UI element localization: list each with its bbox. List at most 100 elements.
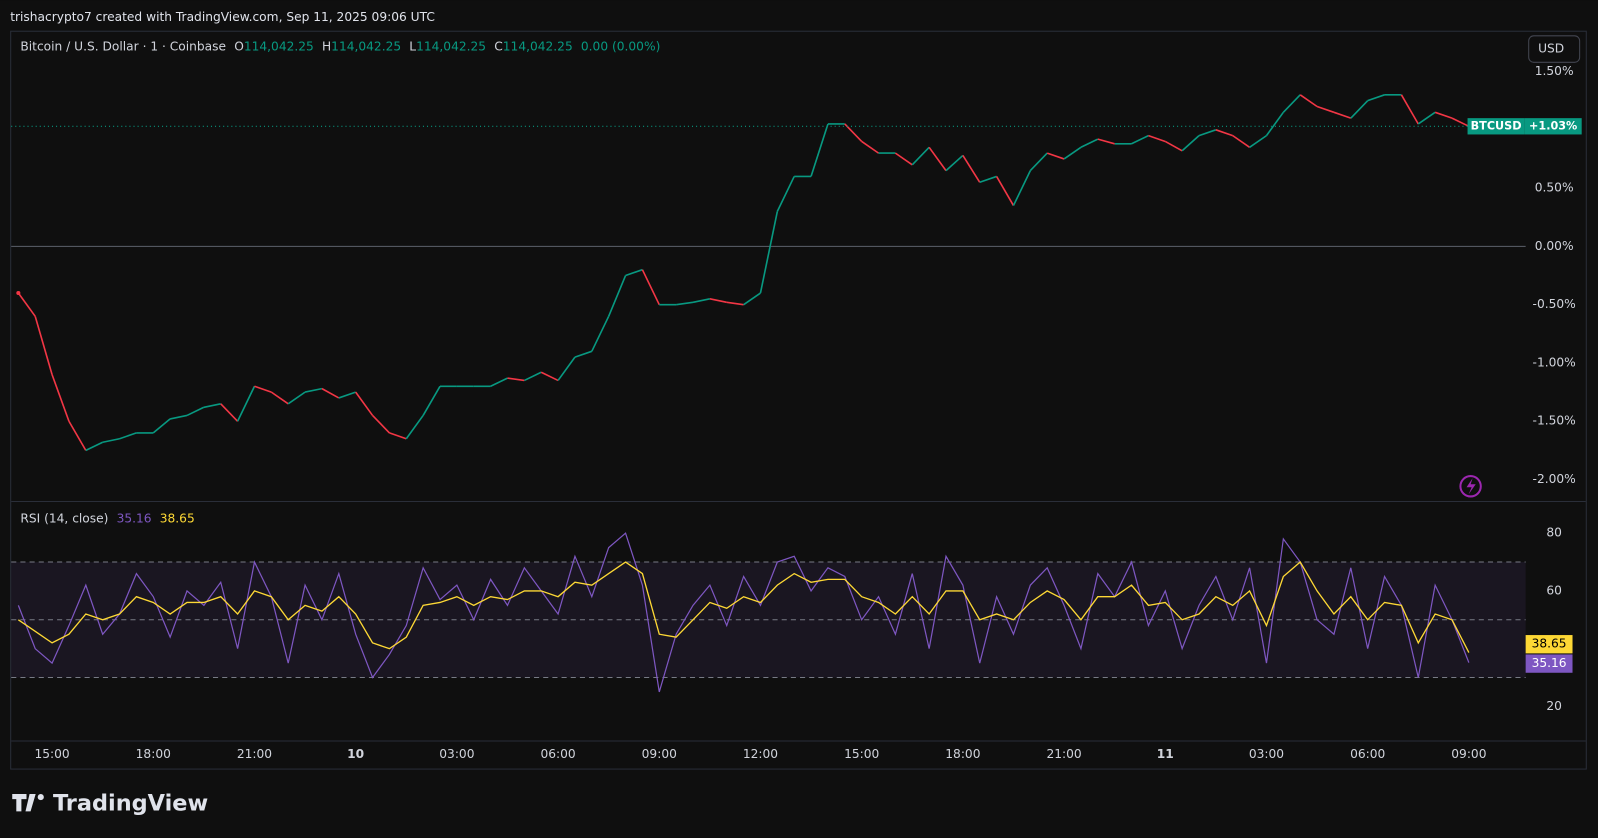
ohlc-key: L (409, 40, 416, 54)
price-segment (1434, 111, 1453, 119)
price-segment (523, 371, 542, 382)
price-segment (726, 301, 744, 306)
brand-name: TradingView (53, 791, 208, 817)
x-tick-label: 12:00 (743, 747, 778, 761)
rsi-legend-value: 35.16 (117, 511, 152, 525)
price-segment (355, 391, 374, 416)
price-segment (17, 292, 36, 317)
price-segment (1148, 134, 1166, 143)
rsi-line (17, 561, 1470, 653)
price-segment (152, 418, 171, 434)
price-segment (1265, 111, 1285, 137)
price-segment (676, 301, 694, 306)
y-tick-label: -2.00% (1533, 472, 1576, 486)
x-tick-label: 10 (347, 747, 364, 761)
price-segment (743, 292, 761, 306)
currency-label: USD (1538, 42, 1564, 56)
x-tick-label: 21:00 (237, 747, 272, 761)
price-segment (692, 298, 711, 304)
y-tick-label: 1.50% (1535, 64, 1574, 78)
symbol-tag-text: BTCUSD (1471, 119, 1522, 132)
credit: trishacrypto7 created with TradingView.c… (10, 10, 435, 24)
price-segment (1029, 152, 1048, 172)
price-segment (641, 269, 661, 306)
price-segment (1215, 129, 1234, 137)
price-segment (1282, 94, 1301, 113)
symbol: Bitcoin / U.S. Dollar · 1 · Coinbase (20, 40, 226, 54)
price-segment (389, 432, 407, 440)
price-segment (371, 414, 390, 434)
y-tick-label: 0.50% (1535, 181, 1574, 195)
price-segment (85, 441, 104, 452)
ohlc-value: 114,042.25 (331, 40, 401, 54)
price-segment (169, 414, 188, 420)
x-tick-label: 03:00 (1249, 747, 1284, 761)
ohlc-key: O (234, 40, 244, 54)
x-tick-label: 09:00 (1451, 747, 1486, 761)
price-segment (709, 298, 727, 304)
price-segment (945, 154, 964, 172)
y-tick-label: -1.50% (1533, 414, 1576, 428)
price-segment (1299, 94, 1318, 108)
x-tick-label: 06:00 (540, 747, 575, 761)
price-segment (34, 316, 53, 375)
price-segment (338, 391, 356, 399)
price-segment (1417, 111, 1436, 125)
price-segment (1131, 134, 1149, 145)
chart-frame (10, 30, 1587, 770)
price-legend: Bitcoin / U.S. Dollar · 1 · Coinbase (20, 40, 226, 54)
price-segment (1181, 135, 1200, 152)
price-segment (540, 371, 559, 382)
price-segment (1164, 140, 1183, 152)
last-value-tag (1524, 118, 1582, 135)
price-segment (776, 176, 795, 212)
price-segment (102, 437, 120, 444)
brand-logo: TradingView (12, 791, 208, 817)
price-segment (844, 123, 863, 143)
price-segment (1063, 146, 1082, 160)
x-tick-label: 21:00 (1046, 747, 1081, 761)
price-segment (625, 268, 643, 277)
x-tick-label: 18:00 (136, 747, 171, 761)
price-segment (928, 146, 947, 172)
symbol-tag (1467, 118, 1525, 135)
logo-mark (12, 794, 36, 812)
y-tick-label: 60 (1546, 583, 1562, 597)
rsi-line (17, 532, 1470, 693)
price-segment (186, 406, 205, 417)
rsi-legend-value: 38.65 (160, 511, 195, 525)
ohlc-value: 114,042.25 (503, 40, 573, 54)
currency-button[interactable] (1528, 35, 1581, 63)
price-segment (254, 385, 272, 393)
price-segment (304, 387, 323, 393)
rsi-value-label: 35.16 (1532, 656, 1567, 670)
price-segment (51, 374, 70, 422)
price-segment (1249, 134, 1267, 148)
alert-icon[interactable] (1459, 475, 1482, 498)
price-segment (220, 403, 239, 422)
ohlc-key: C (494, 40, 503, 54)
price-segment (574, 350, 593, 358)
price-segment (68, 420, 87, 451)
rsi-value-tag (1525, 654, 1573, 673)
price-segment (490, 377, 508, 388)
ohlc-change: 0.00 (0.00%) (581, 40, 660, 54)
price-segment (557, 356, 576, 381)
price-segment (203, 402, 221, 409)
price-segment (1400, 94, 1419, 125)
icon-bolt (1466, 478, 1476, 495)
price-segment (1350, 100, 1369, 119)
y-tick-label: 20 (1546, 699, 1562, 713)
price-segment (1080, 138, 1099, 149)
price-segment (894, 152, 913, 166)
price-segment (119, 432, 137, 440)
price-segment (270, 391, 289, 405)
price-segment (810, 123, 829, 177)
price-segment (321, 387, 340, 399)
price-segment (962, 155, 981, 183)
price-segment (405, 414, 424, 440)
ohlc-value: 114,042.25 (416, 40, 486, 54)
x-tick-label: 18:00 (945, 747, 980, 761)
y-tick-label: 80 (1546, 526, 1562, 540)
